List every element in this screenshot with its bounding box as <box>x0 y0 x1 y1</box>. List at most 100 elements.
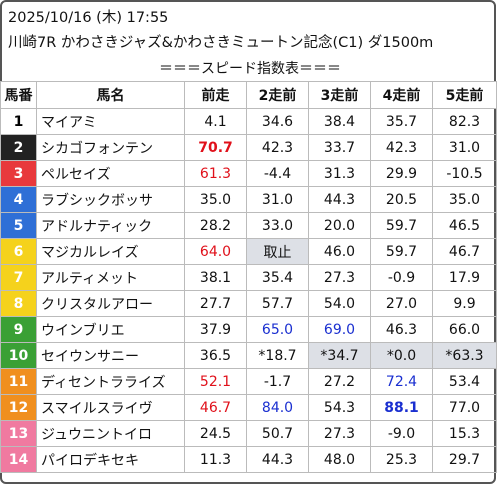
speed-index-cell: 4.1 <box>184 108 247 135</box>
table-row: 13 ジュウニントイロ 24.5 50.7 27.3 -9.0 15.3 <box>0 420 497 447</box>
horse-number: 3 <box>0 160 37 187</box>
table-row: 7 アルティメット 38.1 35.4 27.3 -0.9 17.9 <box>0 264 497 291</box>
speed-index-cell: 9.9 <box>432 290 497 317</box>
horse-number: 13 <box>0 420 37 447</box>
horse-name: マジカルレイズ <box>36 238 185 265</box>
horse-name: ペルセイズ <box>36 160 185 187</box>
horse-name: スマイルスライヴ <box>36 394 185 421</box>
horse-name: ディセントラライズ <box>36 368 185 395</box>
col-header-number: 馬番 <box>0 81 37 109</box>
speed-index-cell: 44.3 <box>308 186 371 213</box>
speed-index-cell: -0.9 <box>370 264 433 291</box>
horse-number: 10 <box>0 342 37 369</box>
table-row: 4 ラブシックボッサ 35.0 31.0 44.3 20.5 35.0 <box>0 186 497 213</box>
speed-index-cell: 46.5 <box>432 212 497 239</box>
speed-index-cell: 46.0 <box>308 238 371 265</box>
speed-index-cell: 82.3 <box>432 108 497 135</box>
table-row: 6 マジカルレイズ 64.0 取止 46.0 59.7 46.7 <box>0 238 497 265</box>
speed-index-cell: 38.4 <box>308 108 371 135</box>
table-row: 8 クリスタルアロー 27.7 57.7 54.0 27.0 9.9 <box>0 290 497 317</box>
speed-index-cell: 20.0 <box>308 212 371 239</box>
speed-index-cell: 35.4 <box>246 264 309 291</box>
table-row: 5 アドルナティック 28.2 33.0 20.0 59.7 46.5 <box>0 212 497 239</box>
speed-index-cell: *63.3 <box>432 342 497 369</box>
speed-index-cell: 17.9 <box>432 264 497 291</box>
table-caption: ＝＝＝スピード指数表＝＝＝ <box>159 61 341 77</box>
speed-index-cell: 28.2 <box>184 212 247 239</box>
horse-number: 11 <box>0 368 37 395</box>
speed-index-cell: 84.0 <box>246 394 309 421</box>
speed-index-cell: 77.0 <box>432 394 497 421</box>
horse-number: 5 <box>0 212 37 239</box>
speed-index-cell: 42.3 <box>370 134 433 161</box>
horse-number: 7 <box>0 264 37 291</box>
horse-number: 9 <box>0 316 37 343</box>
speed-index-cell: 64.0 <box>184 238 247 265</box>
table-row: 10 セイウンサニー 36.5 *18.7 *34.7 *0.0 *63.3 <box>0 342 497 369</box>
horse-name: マイアミ <box>36 108 185 135</box>
speed-index-cell: 34.6 <box>246 108 309 135</box>
table-row: 9 ウインブリエ 37.9 65.0 69.0 46.3 66.0 <box>0 316 497 343</box>
speed-index-cell: 50.7 <box>246 420 309 447</box>
horse-number: 1 <box>0 108 37 135</box>
speed-index-cell: 33.7 <box>308 134 371 161</box>
speed-index-cell: 27.2 <box>308 368 371 395</box>
speed-index-cell: 46.7 <box>184 394 247 421</box>
speed-index-cell: -10.5 <box>432 160 497 187</box>
horse-name: アドルナティック <box>36 212 185 239</box>
col-header-4back: 4走前 <box>370 81 433 109</box>
horse-name: ジュウニントイロ <box>36 420 185 447</box>
table-header-row: 馬番 馬名 前走 2走前 3走前 4走前 5走前 <box>0 81 497 109</box>
speed-index-cell: 29.7 <box>432 446 497 473</box>
col-header-3back: 3走前 <box>308 81 371 109</box>
speed-index-cell: 59.7 <box>370 238 433 265</box>
horse-name: シカゴフォンテン <box>36 134 185 161</box>
horse-name: パイロデキセキ <box>36 446 185 473</box>
col-header-last: 前走 <box>184 81 247 109</box>
table-body: 1 マイアミ 4.1 34.6 38.4 35.7 82.3 2 シカゴフォンテン 70.7 42.… <box>0 108 497 473</box>
speed-index-cell: 69.0 <box>308 316 371 343</box>
speed-index-cell: 15.3 <box>432 420 497 447</box>
horse-number: 6 <box>0 238 37 265</box>
horse-name: セイウンサニー <box>36 342 185 369</box>
speed-index-cell: 31.0 <box>246 186 309 213</box>
speed-index-cell: 88.1 <box>370 394 433 421</box>
speed-index-table: 馬番 馬名 前走 2走前 3走前 4走前 5走前 1 マイアミ 4.1 34.6 38.… <box>0 81 497 473</box>
speed-index-cell: 42.3 <box>246 134 309 161</box>
speed-index-cell: 54.0 <box>308 290 371 317</box>
speed-index-cell: 38.1 <box>184 264 247 291</box>
speed-index-cell: 48.0 <box>308 446 371 473</box>
col-header-name: 馬名 <box>36 81 185 109</box>
speed-index-cell: 35.0 <box>184 186 247 213</box>
speed-index-cell: 35.7 <box>370 108 433 135</box>
speed-index-cell: 66.0 <box>432 316 497 343</box>
race-datetime: 2025/10/16 (木) 17:55 <box>8 10 169 26</box>
speed-index-cell: 20.5 <box>370 186 433 213</box>
horse-name: ウインブリエ <box>36 316 185 343</box>
table-row: 2 シカゴフォンテン 70.7 42.3 33.7 42.3 31.0 <box>0 134 497 161</box>
speed-index-cell: 27.3 <box>308 420 371 447</box>
speed-index-cell: *0.0 <box>370 342 433 369</box>
speed-index-cell: 46.3 <box>370 316 433 343</box>
speed-index-cell: 52.1 <box>184 368 247 395</box>
speed-index-cell: 25.3 <box>370 446 433 473</box>
speed-index-cell: 54.3 <box>308 394 371 421</box>
table-row: 12 スマイルスライヴ 46.7 84.0 54.3 88.1 77.0 <box>0 394 497 421</box>
speed-index-cell: 27.0 <box>370 290 433 317</box>
speed-index-cell: -4.4 <box>246 160 309 187</box>
speed-index-cell: 65.0 <box>246 316 309 343</box>
horse-number: 12 <box>0 394 37 421</box>
speed-index-cell: 72.4 <box>370 368 433 395</box>
speed-index-cell: 36.5 <box>184 342 247 369</box>
speed-index-cell: 70.7 <box>184 134 247 161</box>
table-row: 3 ペルセイズ 61.3 -4.4 31.3 29.9 -10.5 <box>0 160 497 187</box>
horse-number: 2 <box>0 134 37 161</box>
col-header-2back: 2走前 <box>246 81 309 109</box>
speed-index-cell: 27.3 <box>308 264 371 291</box>
speed-index-cell: 57.7 <box>246 290 309 317</box>
table-row: 1 マイアミ 4.1 34.6 38.4 35.7 82.3 <box>0 108 497 135</box>
race-title: 川崎7R かわさきジャズ&かわさきミュートン記念(C1) ダ1500m <box>8 35 434 51</box>
speed-index-cell: 取止 <box>246 238 309 265</box>
horse-name: クリスタルアロー <box>36 290 185 317</box>
speed-index-cell: 35.0 <box>432 186 497 213</box>
